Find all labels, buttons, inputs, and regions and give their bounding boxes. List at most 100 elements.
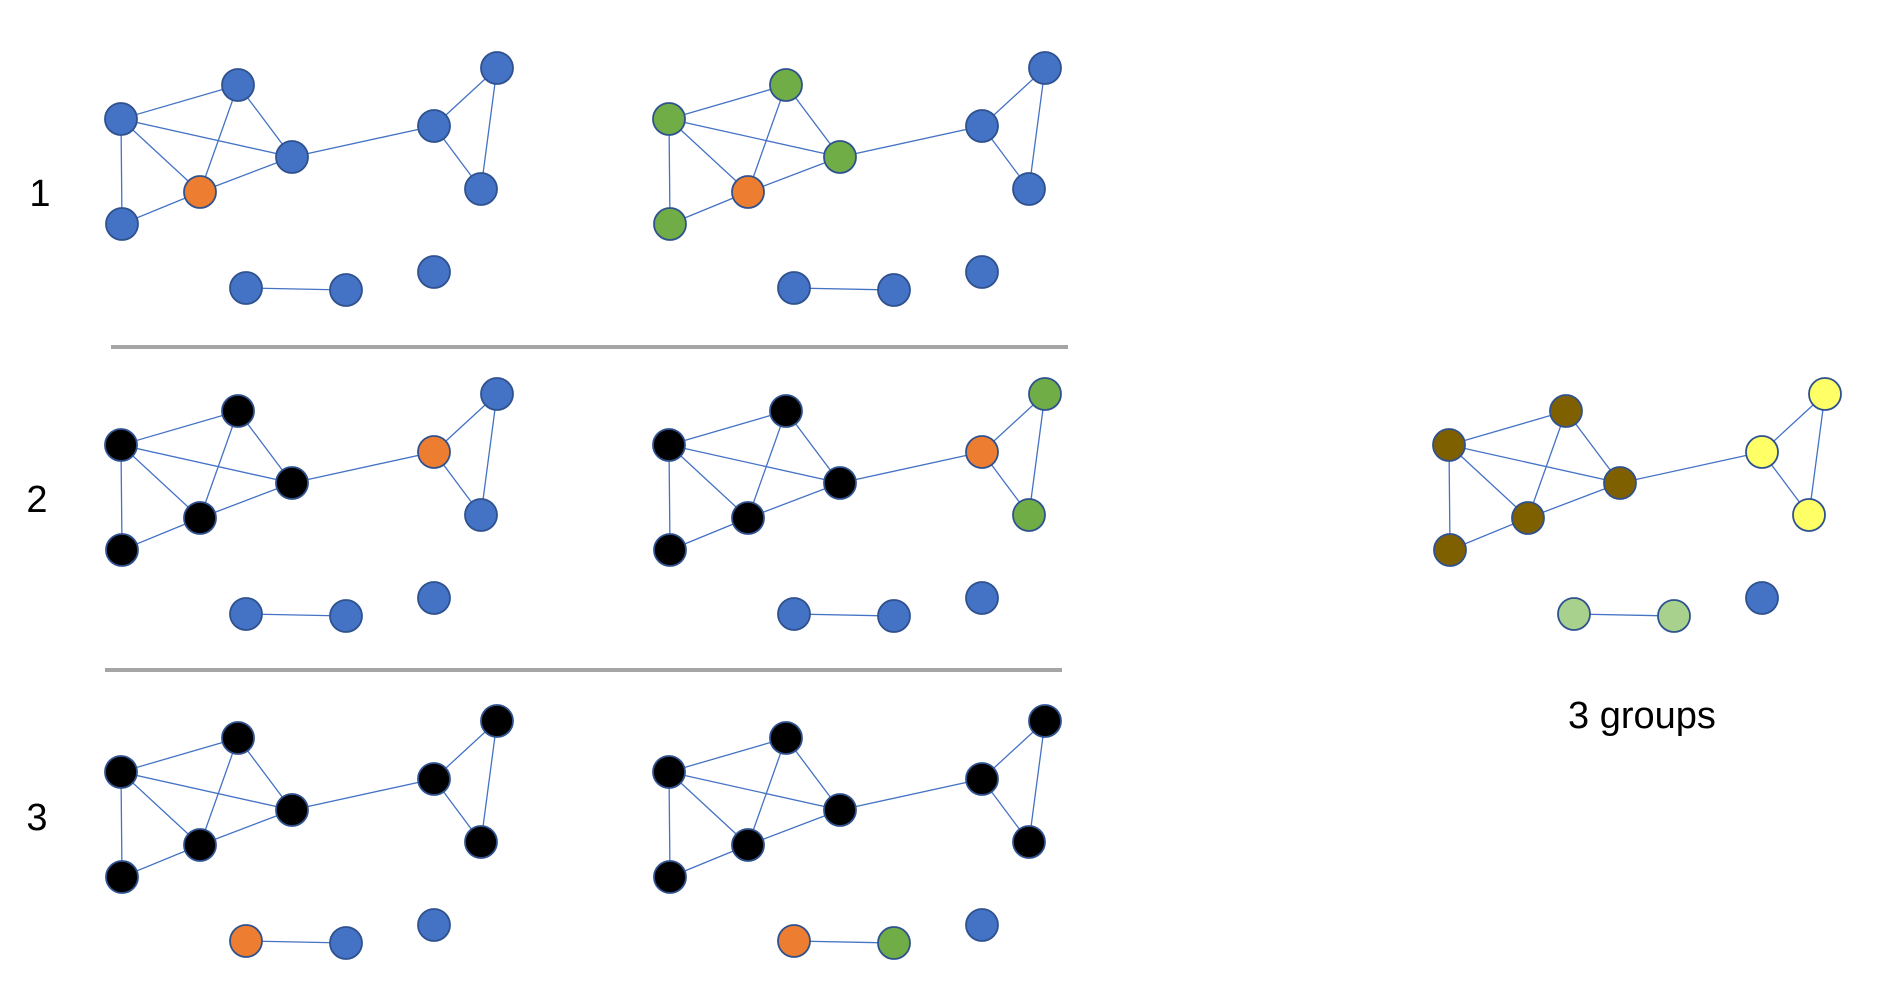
- graph-node: [1603, 466, 1637, 500]
- graph-node: [1028, 51, 1062, 85]
- graph-node: [221, 721, 255, 755]
- graph-edge: [120, 737, 239, 773]
- graph-node: [769, 68, 803, 102]
- graph-edge: [747, 84, 787, 193]
- graph-edge: [668, 84, 787, 120]
- graph-panels: [104, 51, 1842, 960]
- graph-node: [965, 762, 999, 796]
- graph-edge: [1028, 393, 1046, 516]
- graph-node: [1511, 501, 1545, 535]
- graph-edge: [668, 444, 841, 484]
- graph-node: [1657, 599, 1691, 633]
- graph-edge: [668, 118, 841, 158]
- graph-node: [769, 394, 803, 428]
- graph-node: [823, 466, 857, 500]
- graph-edge: [668, 118, 671, 225]
- graph-edge: [747, 737, 787, 846]
- graph-edge: [668, 118, 749, 193]
- graph-node: [652, 755, 686, 789]
- graph-node: [1028, 377, 1062, 411]
- graph-node: [221, 394, 255, 428]
- graph-node: [1012, 498, 1046, 532]
- graph-node: [777, 924, 811, 958]
- row-label-2: 2: [26, 479, 47, 521]
- graph-edge: [120, 118, 293, 158]
- graph-node: [229, 924, 263, 958]
- graph-edge: [668, 771, 841, 811]
- graph-node: [823, 140, 857, 174]
- graph-node: [965, 109, 999, 143]
- graph-edge: [120, 444, 201, 519]
- graph-edge: [839, 778, 983, 811]
- graph-node: [965, 255, 999, 289]
- graph-node: [769, 721, 803, 755]
- graph-node: [417, 109, 451, 143]
- graph-edge: [291, 778, 435, 811]
- graph-edge: [747, 410, 787, 519]
- graph-edge: [120, 444, 123, 551]
- graph-node: [877, 273, 911, 307]
- graph-node: [104, 755, 138, 789]
- graph-edge: [120, 444, 293, 484]
- graph-node: [183, 501, 217, 535]
- graph-edge: [480, 67, 498, 190]
- result-caption: 3 groups: [1568, 695, 1716, 737]
- graph-node: [464, 498, 498, 532]
- graph-node: [229, 597, 263, 631]
- graph-node: [653, 207, 687, 241]
- graph-node: [480, 51, 514, 85]
- graph-node: [777, 597, 811, 631]
- graph-node: [229, 271, 263, 305]
- graph-node: [464, 172, 498, 206]
- graph-node: [965, 581, 999, 615]
- graph-row-2-panel-2: [652, 377, 1062, 633]
- graph-edge: [668, 771, 671, 878]
- graph-edge: [1448, 444, 1529, 519]
- graph-node: [877, 599, 911, 633]
- graph-node: [417, 255, 451, 289]
- graph-row-2-panel-1: [104, 377, 514, 633]
- graph-edge: [291, 125, 435, 158]
- graph-edge: [199, 737, 239, 846]
- graph-node: [417, 581, 451, 615]
- graph-node: [1433, 533, 1467, 567]
- graph-edge: [839, 451, 983, 484]
- graph-node: [480, 377, 514, 411]
- result-graph: [1432, 377, 1842, 633]
- graph-edge: [199, 84, 239, 193]
- graph-edge: [1448, 444, 1621, 484]
- graph-node: [1808, 377, 1842, 411]
- graph-row-1-panel-2: [652, 51, 1062, 307]
- graph-edge: [120, 118, 201, 193]
- graph-node: [417, 435, 451, 469]
- graph-edge: [120, 118, 123, 225]
- graph-row-1-panel-1: [104, 51, 514, 307]
- graph-node: [105, 860, 139, 894]
- graph-row-3-panel-1: [104, 704, 514, 960]
- graph-edge: [120, 771, 201, 846]
- graph-node: [417, 762, 451, 796]
- graph-node: [965, 908, 999, 942]
- graph-node: [731, 501, 765, 535]
- graph-edge: [120, 410, 239, 446]
- graph-edge: [291, 451, 435, 484]
- graph-node: [1745, 581, 1779, 615]
- graph-node: [104, 102, 138, 136]
- graph-edge: [1619, 451, 1763, 484]
- graph-edge: [120, 771, 123, 878]
- graph-edge: [668, 771, 749, 846]
- graph-node: [1557, 597, 1591, 631]
- graph-node: [1012, 172, 1046, 206]
- graph-node: [275, 140, 309, 174]
- graph-node: [1549, 394, 1583, 428]
- graph-edge: [120, 771, 293, 811]
- graph-node: [1745, 435, 1779, 469]
- graph-edge: [1527, 410, 1567, 519]
- graph-edge: [1028, 720, 1046, 843]
- graph-node: [1028, 704, 1062, 738]
- graph-edge: [480, 720, 498, 843]
- row-label-3: 3: [26, 797, 47, 839]
- row-labels: 1 2 3: [26, 173, 50, 839]
- graph-edge: [839, 125, 983, 158]
